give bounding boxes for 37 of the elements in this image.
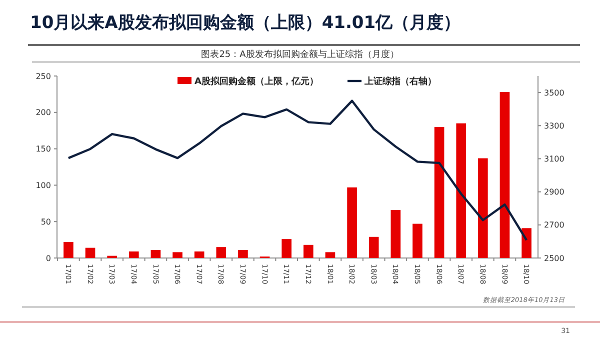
y-tick-label: 0 bbox=[46, 254, 51, 263]
bar bbox=[150, 250, 161, 258]
bar bbox=[238, 250, 248, 258]
y-tick-label: 50 bbox=[40, 217, 51, 226]
bar bbox=[368, 236, 379, 258]
bar bbox=[85, 248, 96, 258]
bar bbox=[390, 210, 401, 258]
bar bbox=[64, 242, 74, 258]
chart-subtitle: 图表25：A股发布拟回购金额与上证综指（月度） bbox=[201, 49, 399, 60]
legend-label: A股拟回购金额（上限，亿元） bbox=[194, 76, 318, 88]
y2-tick-label: 2900 bbox=[544, 188, 564, 197]
y2-tick-label: 3500 bbox=[544, 88, 564, 98]
bar bbox=[128, 251, 139, 258]
bar bbox=[304, 244, 314, 258]
bar bbox=[172, 252, 182, 258]
chart-title: 10月以来A股发布拟回购金额（上限）41.01亿（月度） bbox=[30, 13, 461, 33]
bar bbox=[347, 187, 357, 258]
y-tick-label: 250 bbox=[36, 72, 51, 81]
y-tick-label: 200 bbox=[36, 108, 51, 118]
y2-tick-label: 2500 bbox=[544, 254, 564, 263]
bar bbox=[500, 92, 510, 258]
legend-label: 上证综指（右轴） bbox=[364, 76, 436, 88]
y2-tick-label: 3300 bbox=[544, 121, 564, 130]
bar bbox=[216, 247, 226, 258]
bar bbox=[522, 228, 532, 258]
bar bbox=[282, 239, 292, 258]
bar bbox=[412, 224, 422, 258]
y2-tick-label: 2700 bbox=[544, 220, 564, 230]
bar bbox=[478, 158, 488, 258]
bar bbox=[434, 126, 444, 258]
y2-tick-label: 3100 bbox=[544, 154, 564, 164]
line-series bbox=[67, 100, 528, 242]
bar bbox=[194, 251, 204, 258]
y-tick-label: 100 bbox=[36, 181, 51, 190]
bar bbox=[456, 123, 466, 258]
bar bbox=[325, 252, 336, 258]
y-tick-label: 150 bbox=[36, 144, 51, 154]
